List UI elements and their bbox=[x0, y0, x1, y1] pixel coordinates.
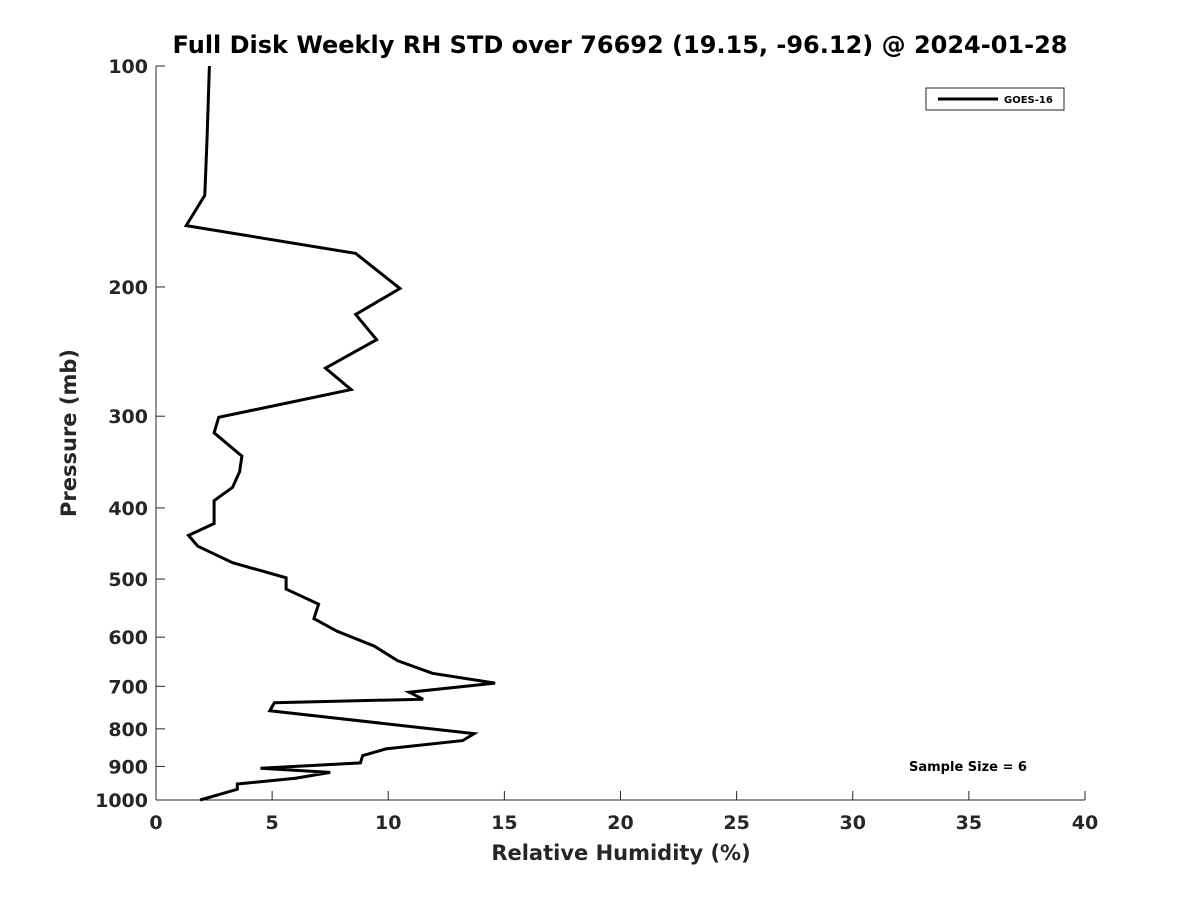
x-tick-label: 15 bbox=[491, 812, 517, 834]
legend: GOES-16 bbox=[925, 87, 1065, 111]
chart-title: Full Disk Weekly RH STD over 76692 (19.1… bbox=[173, 31, 1068, 59]
x-axis-ticks: 0 5 10 15 20 25 30 35 40 bbox=[149, 791, 1098, 834]
y-tick-label: 600 bbox=[108, 627, 148, 649]
x-tick-label: 5 bbox=[266, 812, 279, 834]
y-tick-label: 100 bbox=[108, 56, 148, 78]
y-tick-label: 800 bbox=[108, 719, 148, 741]
x-tick-label: 30 bbox=[840, 812, 866, 834]
y-tick-label: 900 bbox=[108, 756, 148, 778]
x-tick-label: 35 bbox=[956, 812, 982, 834]
y-tick-label: 300 bbox=[108, 406, 148, 428]
y-axis-label: Pressure (mb) bbox=[57, 349, 81, 517]
y-tick-label: 400 bbox=[108, 498, 148, 520]
legend-label-goes-16: GOES-16 bbox=[1004, 95, 1053, 106]
x-tick-label: 40 bbox=[1072, 812, 1098, 834]
axes bbox=[155, 66, 1085, 801]
x-tick-label: 0 bbox=[149, 812, 162, 834]
y-axis-ticks: 100 200 300 400 500 600 700 800 900 1000 bbox=[95, 56, 165, 812]
series-line-goes-16 bbox=[183, 65, 496, 802]
y-tick-label: 500 bbox=[108, 569, 148, 591]
y-tick-label: 1000 bbox=[95, 790, 148, 812]
sample-size-annotation: Sample Size = 6 bbox=[909, 760, 1027, 775]
y-tick-label: 700 bbox=[108, 676, 148, 698]
y-tick-label: 200 bbox=[108, 277, 148, 299]
x-tick-label: 20 bbox=[607, 812, 633, 834]
x-tick-label: 25 bbox=[723, 812, 749, 834]
x-axis-label: Relative Humidity (%) bbox=[491, 841, 750, 865]
series-layer bbox=[183, 65, 496, 802]
x-tick-label: 10 bbox=[375, 812, 401, 834]
